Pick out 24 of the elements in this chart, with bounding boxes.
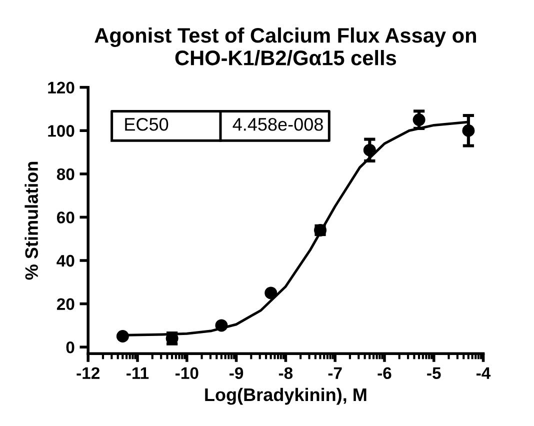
y-tick-label: 0 xyxy=(66,341,74,354)
y-tick-label: 80 xyxy=(56,168,74,180)
x-tick-label: -7 xyxy=(328,367,342,379)
x-tick-label: -9 xyxy=(230,367,244,380)
point xyxy=(264,286,278,300)
y-tick-label: 100 xyxy=(48,125,74,137)
y-tick-label: 120 xyxy=(48,82,74,94)
x-tick-label: -10 xyxy=(176,367,198,380)
x-tick-label: -6 xyxy=(378,367,392,380)
y-axis-title: % Stimulation xyxy=(24,162,38,280)
y-tick-label: 20 xyxy=(56,298,74,310)
x-tick-label: -4 xyxy=(476,367,491,379)
annotation: 4.458e-008 xyxy=(232,118,323,131)
point xyxy=(215,319,228,332)
annotation: EC50 xyxy=(125,118,168,131)
point xyxy=(116,330,129,343)
x-tick-label: -12 xyxy=(76,367,100,379)
x-tick-label: -11 xyxy=(126,367,149,379)
x-tick-label: -8 xyxy=(278,367,293,380)
y-tick-label: 40 xyxy=(56,254,74,267)
x-tick-label: -5 xyxy=(427,367,441,380)
chart-title: Agonist Test of Calcium Flux Assay on CHO-K1/B2/Gα15 cells xyxy=(94,27,476,66)
y-tick-label: 60 xyxy=(56,212,74,224)
x-axis-title: Log(Bradykinin), M xyxy=(205,388,366,405)
